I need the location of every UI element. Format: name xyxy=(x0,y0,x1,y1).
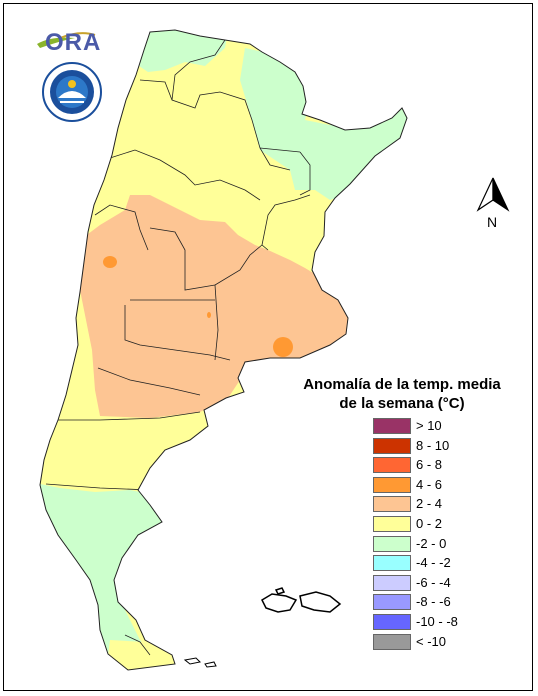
legend-swatch xyxy=(373,476,411,493)
legend-item: 6 - 8 xyxy=(373,456,523,475)
legend-item: 4 - 6 xyxy=(373,476,523,495)
map-frame xyxy=(3,3,533,691)
legend-label: 2 - 4 xyxy=(416,496,443,512)
legend-title-line-1: Anomalía de la temp. media xyxy=(303,376,501,393)
legend-label: -2 - 0 xyxy=(416,535,447,551)
legend-label: -6 - -4 xyxy=(416,574,451,590)
legend-item: -10 - -8 xyxy=(373,613,523,632)
zone-neg2-0-ne xyxy=(240,48,407,200)
legend-label: -4 - -2 xyxy=(416,555,451,571)
legend-swatch xyxy=(373,614,411,630)
hotspot-mendoza xyxy=(103,256,117,268)
north-arrow-icon xyxy=(476,177,510,212)
north-label: N xyxy=(487,214,498,230)
legend-item: < -10 xyxy=(373,633,523,652)
legend-swatch xyxy=(373,457,411,474)
legend-swatch xyxy=(373,633,411,650)
ora-logo xyxy=(37,32,96,48)
legend-title-line-2: de la semana (°C) xyxy=(339,395,465,412)
legend-swatch xyxy=(373,594,411,611)
zone-0-2-tdf xyxy=(108,640,175,670)
ora-logo-text: ORA xyxy=(45,29,102,56)
tdf-small-islands xyxy=(183,657,217,668)
legend-item: -6 - -4 xyxy=(373,574,523,593)
legend-title: Anomalía de la temp. media de la semana … xyxy=(284,375,520,413)
legend-swatch xyxy=(373,418,411,434)
legend-label: < -10 xyxy=(416,633,446,649)
legend-swatch xyxy=(373,574,411,591)
hotspot-buenos-aires xyxy=(273,337,293,357)
legend-label: 8 - 10 xyxy=(416,437,450,453)
legend-item: > 10 xyxy=(373,417,523,436)
legend-swatch xyxy=(373,535,411,552)
legend-label: > 10 xyxy=(416,418,442,433)
legend-swatch xyxy=(373,555,411,572)
legend-swatch xyxy=(373,437,411,454)
legend-swatch xyxy=(373,516,411,532)
legend-label: -10 - -8 xyxy=(416,614,458,629)
legend-label: 6 - 8 xyxy=(416,457,443,473)
province-borders xyxy=(45,39,311,656)
smn-seal-logo xyxy=(42,62,102,122)
hotspot-la-pampa xyxy=(207,312,211,318)
legend-swatch xyxy=(373,496,411,513)
legend-label: 0 - 2 xyxy=(416,516,443,531)
legend-label: -8 - -6 xyxy=(416,594,451,610)
legend-label: 4 - 6 xyxy=(416,476,443,492)
legend-item: 8 - 10 xyxy=(373,437,523,456)
malvinas-islands xyxy=(261,587,342,613)
legend-item: -4 - -2 xyxy=(373,554,523,573)
legend-item: 0 - 2 xyxy=(373,515,523,534)
legend-item: -2 - 0 xyxy=(373,535,523,554)
legend-item: -8 - -6 xyxy=(373,593,523,612)
legend-item: 2 - 4 xyxy=(373,495,523,514)
